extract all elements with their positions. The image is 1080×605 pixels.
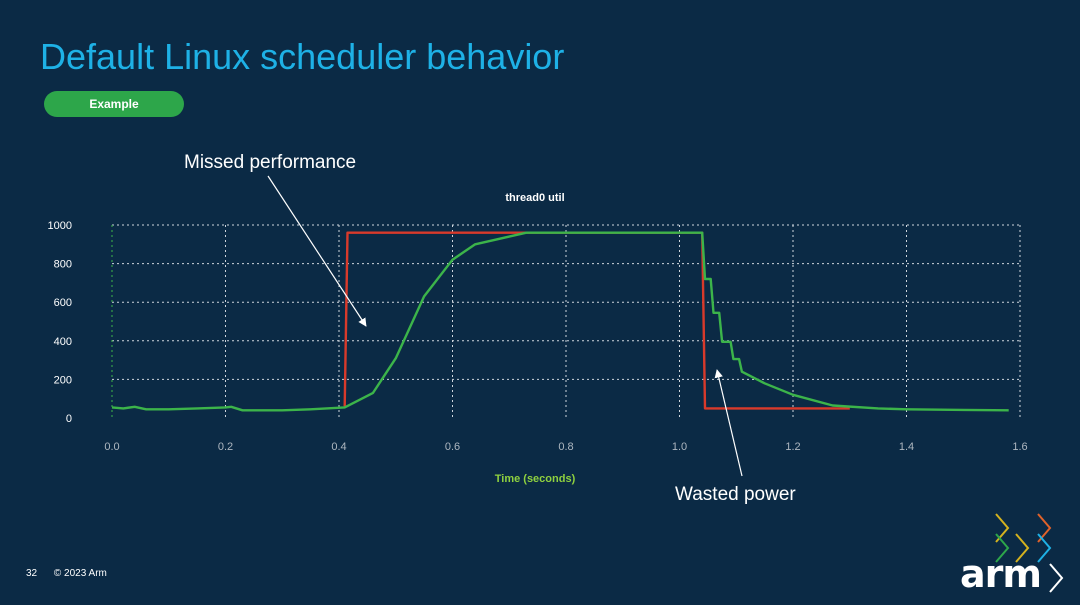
series-line-red: [343, 231, 850, 410]
y-tick-label: 1000: [48, 220, 72, 232]
x-tick-label: 0.2: [218, 441, 233, 453]
grid-lines: [111, 224, 1021, 418]
x-tick-label: 1.6: [1012, 441, 1027, 453]
copyright: © 2023 Arm: [53, 568, 107, 579]
x-tick-label: 0.4: [331, 441, 346, 453]
arm-logo-arrows-icon: [995, 513, 1064, 593]
x-tick-label: 0.6: [445, 441, 460, 453]
example-badge: Example: [44, 91, 184, 117]
x-tick-label: 0.0: [104, 441, 119, 453]
footer: 32 © 2023 Arm: [26, 568, 121, 579]
x-tick-label: 1.4: [899, 441, 914, 453]
chart-title: thread0 util: [505, 192, 564, 204]
arrow-missed-performance: [267, 175, 367, 327]
arm-logo-text: arm: [960, 552, 1042, 596]
x-axis-label: Time (seconds): [495, 473, 576, 485]
series-line-green: [111, 231, 1009, 412]
y-tick-label: 400: [54, 336, 72, 348]
arrow-wasted-power: [714, 369, 743, 477]
tick-labels: 0 200 400 600 800 1000 0.0 0.2 0.4 0.6 0.8 1.0 1.2 1.…: [48, 220, 1028, 453]
slide-title: Default Linux scheduler behavior: [40, 36, 565, 77]
page-number: 32: [26, 568, 38, 579]
series-layer: [111, 231, 1009, 412]
x-tick-label: 1.2: [785, 441, 800, 453]
x-tick-label: 1.0: [672, 441, 687, 453]
y-tick-label: 600: [54, 297, 72, 309]
annotation-wasted-power: Wasted power: [675, 484, 796, 505]
y-tick-label: 0: [66, 413, 72, 425]
y-tick-label: 200: [54, 374, 72, 386]
x-tick-label: 0.8: [558, 441, 573, 453]
annotation-missed-performance: Missed performance: [184, 152, 356, 173]
y-tick-label: 800: [54, 259, 72, 271]
